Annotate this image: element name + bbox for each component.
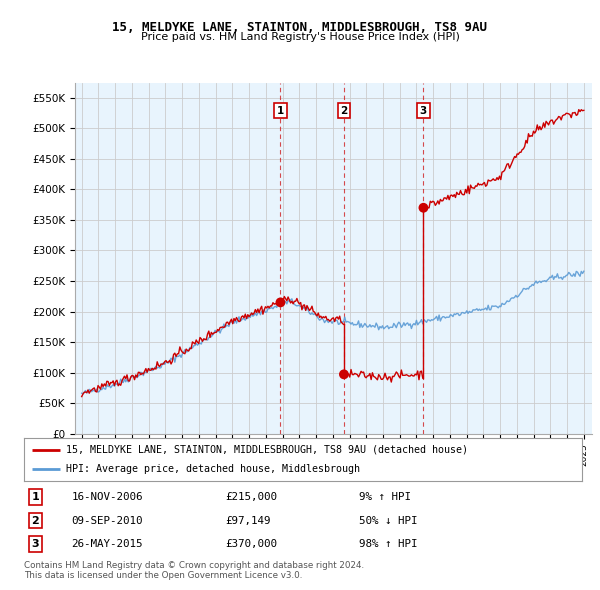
Text: 3: 3 bbox=[420, 106, 427, 116]
Text: Price paid vs. HM Land Registry's House Price Index (HPI): Price paid vs. HM Land Registry's House … bbox=[140, 32, 460, 42]
Text: 3: 3 bbox=[31, 539, 39, 549]
Text: 26-MAY-2015: 26-MAY-2015 bbox=[71, 539, 143, 549]
Point bbox=[339, 369, 349, 379]
Text: £370,000: £370,000 bbox=[225, 539, 277, 549]
Text: 2: 2 bbox=[340, 106, 347, 116]
Text: 98% ↑ HPI: 98% ↑ HPI bbox=[359, 539, 418, 549]
Text: 2: 2 bbox=[31, 516, 39, 526]
Text: 15, MELDYKE LANE, STAINTON, MIDDLESBROUGH, TS8 9AU (detached house): 15, MELDYKE LANE, STAINTON, MIDDLESBROUG… bbox=[66, 445, 468, 455]
Text: 09-SEP-2010: 09-SEP-2010 bbox=[71, 516, 143, 526]
Text: £97,149: £97,149 bbox=[225, 516, 271, 526]
Text: 15, MELDYKE LANE, STAINTON, MIDDLESBROUGH, TS8 9AU: 15, MELDYKE LANE, STAINTON, MIDDLESBROUG… bbox=[113, 21, 487, 34]
Text: Contains HM Land Registry data © Crown copyright and database right 2024.: Contains HM Land Registry data © Crown c… bbox=[24, 560, 364, 569]
Text: This data is licensed under the Open Government Licence v3.0.: This data is licensed under the Open Gov… bbox=[24, 571, 302, 580]
Text: HPI: Average price, detached house, Middlesbrough: HPI: Average price, detached house, Midd… bbox=[66, 464, 360, 474]
Text: £215,000: £215,000 bbox=[225, 492, 277, 502]
Text: 50% ↓ HPI: 50% ↓ HPI bbox=[359, 516, 418, 526]
Text: 16-NOV-2006: 16-NOV-2006 bbox=[71, 492, 143, 502]
Point bbox=[419, 203, 428, 212]
Point bbox=[275, 298, 285, 307]
Text: 1: 1 bbox=[277, 106, 284, 116]
Text: 1: 1 bbox=[31, 492, 39, 502]
Text: 9% ↑ HPI: 9% ↑ HPI bbox=[359, 492, 411, 502]
